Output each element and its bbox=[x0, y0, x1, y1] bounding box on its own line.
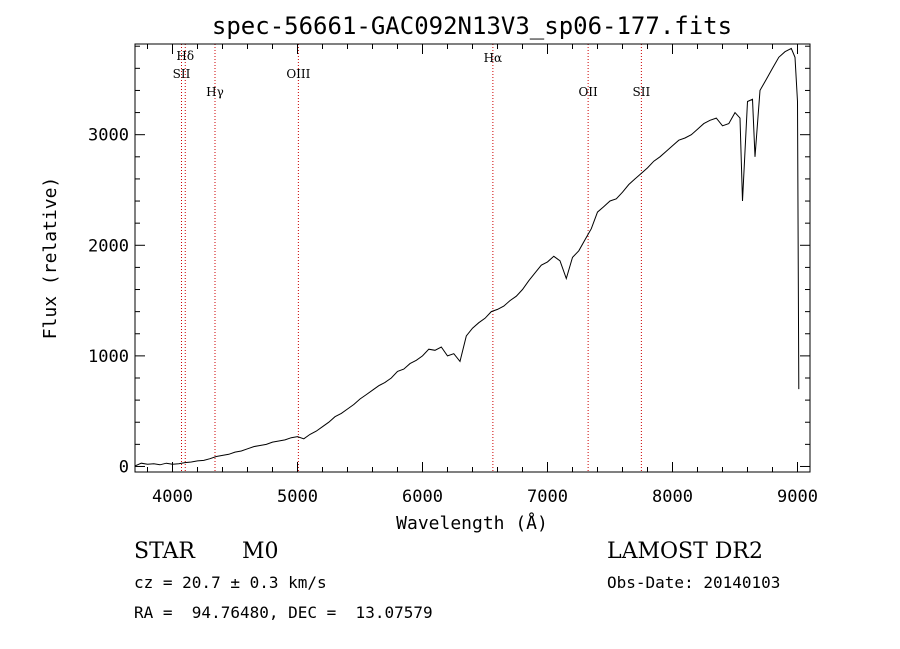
spectral-line-label: Hδ bbox=[176, 49, 194, 63]
survey-label: LAMOST DR2 bbox=[607, 539, 763, 564]
chart-title: spec-56661-GAC092N13V3_sp06-177.fits bbox=[212, 12, 732, 40]
x-tick-label: 6000 bbox=[402, 487, 443, 507]
subclass-label: M0 bbox=[242, 539, 279, 564]
x-axis-label: Wavelength (Å) bbox=[396, 512, 548, 534]
x-tick-label: 9000 bbox=[777, 487, 818, 507]
x-tick-label: 4000 bbox=[152, 487, 193, 507]
redshift-text: cz = 20.7 ± 0.3 km/s bbox=[134, 573, 327, 592]
x-tick-label: 5000 bbox=[277, 487, 318, 507]
spectral-line-label: SII bbox=[173, 67, 191, 81]
y-axis-label: Flux (relative) bbox=[40, 177, 61, 340]
spectrum-line bbox=[134, 47, 800, 467]
spectral-line-label: OII bbox=[578, 85, 598, 99]
y-axis: 0 1000 2000 3000 bbox=[88, 45, 810, 477]
y-tick-label: 0 bbox=[119, 457, 129, 477]
y-tick-label: 3000 bbox=[88, 126, 129, 146]
y-tick-label: 2000 bbox=[88, 236, 129, 256]
spectral-line-label: SII bbox=[633, 85, 651, 99]
y-tick-label: 1000 bbox=[88, 347, 129, 367]
coordinates-text: RA = 94.76480, DEC = 13.07579 bbox=[134, 603, 433, 622]
spectral-line-label: Hγ bbox=[206, 85, 224, 99]
plot-frame bbox=[134, 43, 811, 473]
x-tick-label: 7000 bbox=[527, 487, 568, 507]
obs-date-text: Obs-Date: 20140103 bbox=[607, 573, 781, 592]
x-axis: 4000 5000 6000 7000 8000 9000 bbox=[147, 44, 818, 507]
spectral-line-markers: Hδ SII Hγ OIII Hα OII SII bbox=[173, 44, 651, 472]
spectral-line-label: Hα bbox=[484, 51, 503, 65]
spectral-line-label: OIII bbox=[286, 67, 310, 81]
x-tick-label: 8000 bbox=[652, 487, 693, 507]
class-label: STAR bbox=[134, 539, 195, 564]
